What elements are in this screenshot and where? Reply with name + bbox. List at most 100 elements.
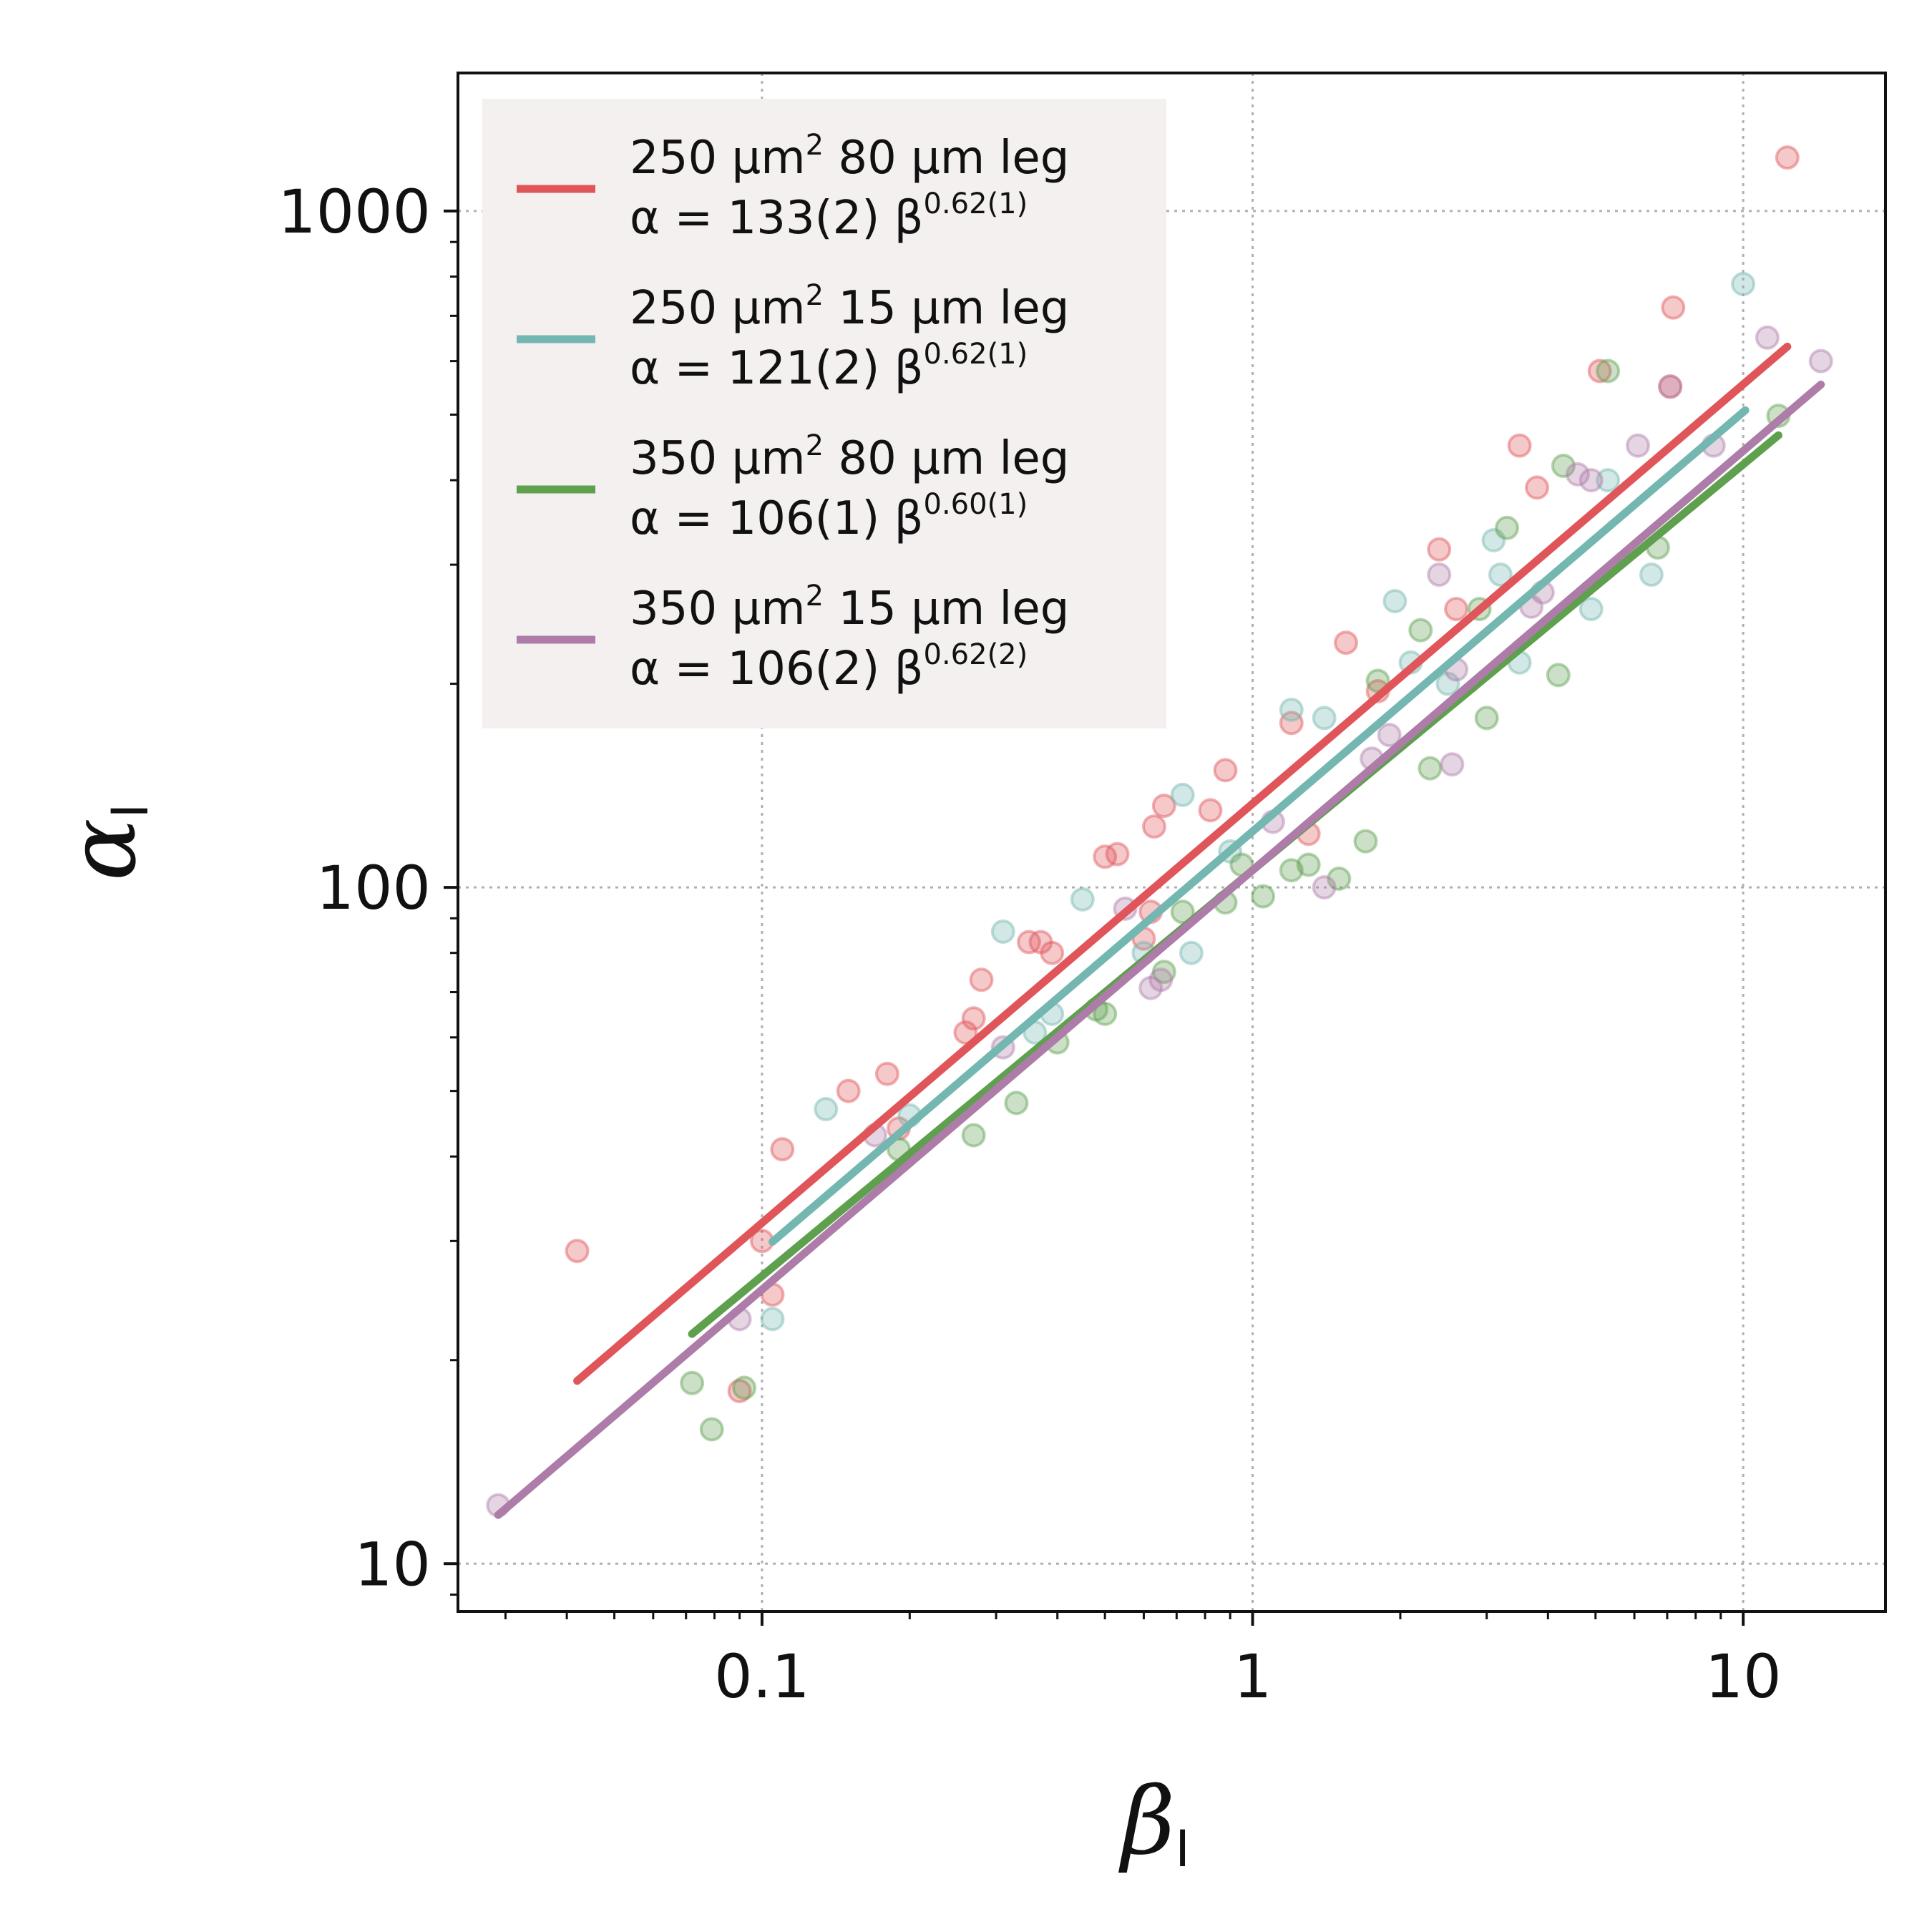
scatter-point (1661, 295, 1686, 320)
scatter-point (727, 1379, 752, 1403)
scatter-point (1755, 325, 1780, 350)
scatter-point (961, 1006, 986, 1031)
legend-equation: α = 106(2) β0.62(2) (630, 638, 1028, 696)
scatter-point (1279, 698, 1304, 722)
scatter-point (1507, 433, 1532, 458)
fit-line (573, 342, 1792, 1385)
scatter-point (1481, 528, 1506, 552)
scatter-point (1327, 867, 1352, 891)
scatter-point (1579, 597, 1604, 622)
scatter-point (1427, 562, 1452, 587)
fit-line (769, 406, 1750, 1246)
legend-label: 350 μm2 15 μm leg (630, 580, 1069, 635)
scatter-point (1626, 433, 1650, 458)
y-axis-label: αI (48, 804, 160, 881)
scatter-point (1279, 858, 1304, 883)
legend-entry: 350 μm2 80 μm leg α = 106(1) β0.60(1) (517, 429, 1069, 545)
legend-label: 350 μm2 80 μm leg (630, 429, 1069, 485)
scatter-point (1596, 358, 1621, 384)
scatter-point (1444, 597, 1469, 622)
scatter-point (1004, 1091, 1029, 1116)
scatter-point (1551, 454, 1576, 478)
scatter-point (1427, 537, 1452, 562)
scatter-point (1198, 798, 1223, 823)
scatter-point (1731, 271, 1756, 296)
scatter-point (1495, 515, 1519, 540)
scatter-point (1179, 940, 1204, 965)
scatter-point (1028, 930, 1053, 955)
y-tick-label: 10 (354, 1529, 431, 1599)
legend-label: 250 μm2 15 μm leg (630, 279, 1069, 335)
scatter-point (1151, 794, 1176, 819)
scatter-point (1377, 723, 1402, 748)
scatter-point (565, 1239, 590, 1264)
scatter-point (1296, 852, 1321, 877)
scatter-point (1596, 468, 1621, 493)
y-tick-label: 1000 (278, 177, 431, 247)
scatter-point (1151, 960, 1176, 985)
scatter-point (760, 1307, 785, 1332)
scatter-point (814, 1097, 839, 1121)
scatter-point (680, 1370, 705, 1395)
scatter-point (1279, 711, 1304, 736)
scatter-point (1170, 782, 1195, 807)
scatter-point (1138, 975, 1163, 1000)
plot-frame (457, 72, 1887, 1613)
scatter-point (732, 1375, 757, 1400)
fit-line (494, 380, 1825, 1519)
scatter-point (1579, 468, 1604, 493)
y-tick-label: 100 (316, 853, 431, 923)
x-tick-label: 0.1 (714, 1641, 810, 1712)
scatter-point (1334, 630, 1358, 655)
scatter-point (1070, 887, 1095, 912)
scatter-point (699, 1417, 724, 1442)
x-axis-label: βI (1118, 1767, 1190, 1878)
scatter-point (1639, 562, 1664, 587)
legend-equation: α = 121(2) β0.62(1) (630, 338, 1028, 395)
scatter-point (1093, 844, 1118, 869)
scatter-point (1408, 618, 1433, 643)
scatter-point (1435, 671, 1460, 696)
legend-entry: 250 μm2 80 μm leg α = 133(2) β0.62(1) (517, 129, 1069, 245)
scatter-point (961, 1123, 986, 1148)
scatter-point (1382, 589, 1407, 614)
scatter-point (1440, 752, 1465, 777)
legend-equation: α = 133(2) β0.62(1) (630, 187, 1028, 245)
scatter-point (1418, 756, 1443, 781)
scatter-point (1546, 663, 1571, 688)
x-tick-label: 10 (1705, 1641, 1782, 1712)
scatter-point (836, 1078, 861, 1103)
scatter-point (1474, 706, 1499, 731)
scatter-point (1658, 374, 1683, 399)
scatter-point (1312, 706, 1337, 731)
scatter-point (1142, 814, 1166, 839)
scatter-point (770, 1137, 795, 1162)
legend-entry: 250 μm2 15 μm leg α = 121(2) β0.62(1) (517, 279, 1069, 395)
scatter-point (1251, 884, 1276, 909)
scatter-point (1105, 841, 1130, 867)
scatter-point (1353, 829, 1378, 854)
scatter-point (1040, 940, 1065, 965)
scatter-point (1017, 930, 1041, 955)
scatter-point (1213, 758, 1238, 783)
legend-label: 250 μm2 80 μm leg (630, 129, 1069, 185)
scatter-point (969, 967, 994, 992)
scatter-point (1587, 358, 1612, 384)
fit-lines (494, 342, 1825, 1519)
legend: 250 μm2 80 μm leg α = 133(2) β0.62(1) 25… (482, 99, 1166, 728)
scatter-point (1658, 374, 1683, 399)
scatter-point (1312, 875, 1337, 900)
scatter-point (990, 919, 1015, 944)
scatter-point (874, 1061, 899, 1086)
axis-ticks: 0.1 1 10 10 100 1000 (278, 177, 1781, 1712)
scatter-point (1808, 348, 1833, 374)
scatter-point (953, 1020, 978, 1045)
scatter-point (1565, 462, 1590, 487)
scatter-point (1525, 475, 1549, 500)
legend-equation: α = 106(1) β0.60(1) (630, 488, 1028, 545)
scatter-point (1148, 967, 1174, 992)
x-tick-label: 1 (1234, 1641, 1272, 1712)
scatter-point (1093, 1001, 1118, 1026)
scatter-point (1170, 899, 1195, 924)
